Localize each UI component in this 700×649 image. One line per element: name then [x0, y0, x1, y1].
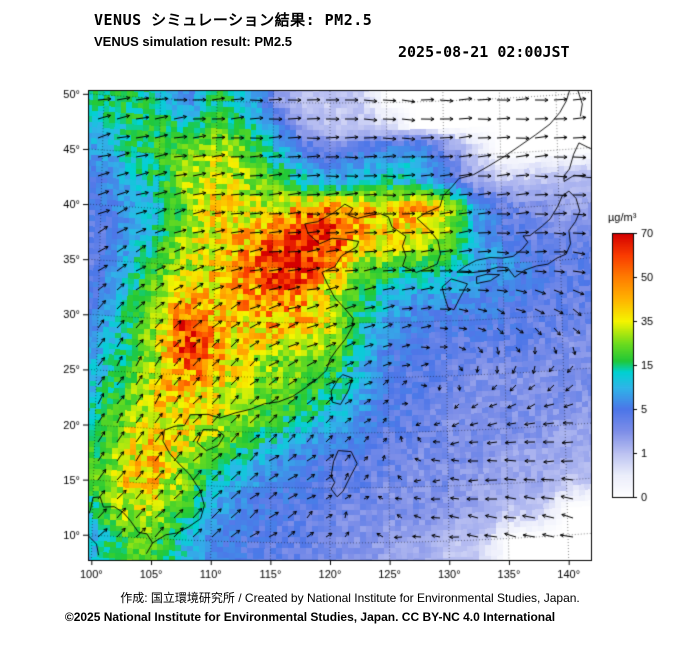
page-title-japanese: VENUS シミュレーション結果: PM2.5	[94, 11, 373, 29]
copyright-text: ©2025 National Institute for Environment…	[64, 610, 556, 624]
timestamp: 2025-08-21 02:00JST	[398, 43, 570, 61]
page-title-english: VENUS simulation result: PM2.5	[94, 34, 292, 49]
credit-text: 作成: 国立環境研究所 / Created by National Instit…	[120, 591, 580, 605]
